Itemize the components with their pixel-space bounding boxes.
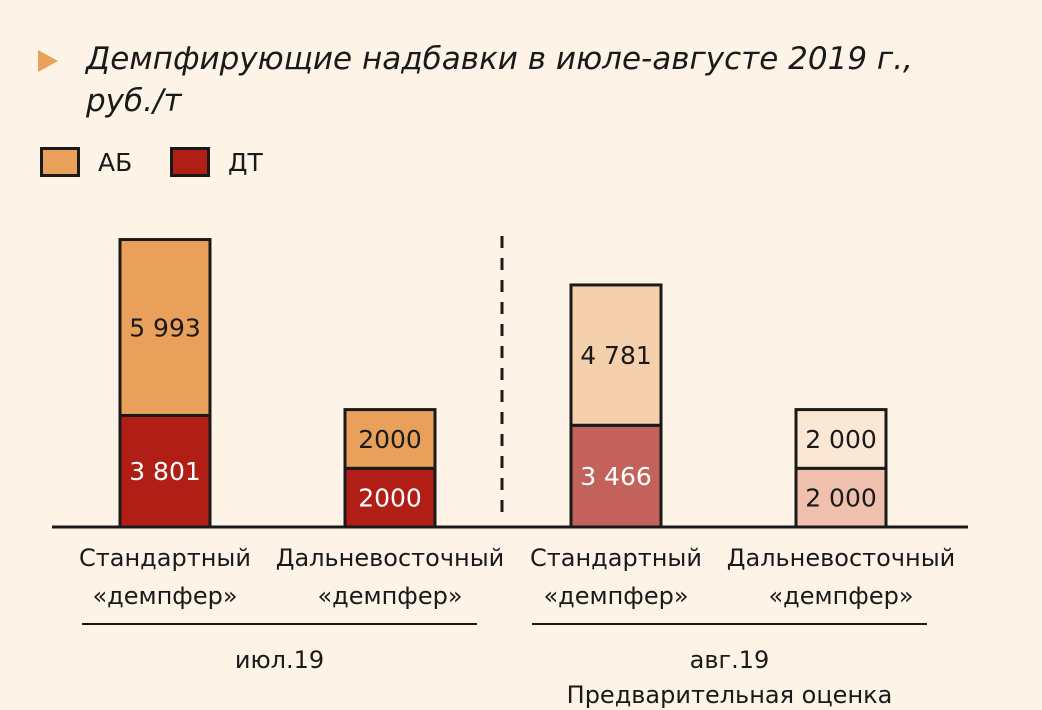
category-label-line2-0: «демпфер» <box>92 582 237 610</box>
data-label-ab-0: 5 993 <box>129 313 201 342</box>
category-label-line1-1: Дальневосточный <box>276 544 505 572</box>
category-label-line2-2: «демпфер» <box>543 582 688 610</box>
bar-segment-dt-2 <box>569 423 663 529</box>
data-label-dt-2: 3 466 <box>580 462 652 491</box>
legend-label-ab: АБ <box>98 148 133 177</box>
group-label-1: авг.19 <box>690 646 770 674</box>
category-label-line2-3: «демпфер» <box>768 582 913 610</box>
group-label-0: июл.19 <box>235 646 324 674</box>
category-label-line2-1: «демпфер» <box>317 582 462 610</box>
category-label-line1-3: Дальневосточный <box>727 544 956 572</box>
data-label-ab-3: 2 000 <box>805 425 877 454</box>
legend-swatch-dt <box>170 147 210 177</box>
data-label-ab-2: 4 781 <box>580 341 652 370</box>
bar-segment-ab-0 <box>118 238 212 417</box>
legend-label-dt: ДТ <box>228 148 263 177</box>
triangle-right-icon <box>38 50 58 72</box>
category-label-line1-0: Стандартный <box>79 544 251 572</box>
data-label-ab-1: 2000 <box>358 425 422 454</box>
data-label-dt-3: 2 000 <box>805 484 877 513</box>
data-label-dt-0: 3 801 <box>129 457 201 486</box>
bar-segment-ab-2 <box>569 283 663 427</box>
bar-segment-ab-1 <box>343 408 437 470</box>
category-label-line1-2: Стандартный <box>530 544 702 572</box>
legend-swatch-ab <box>40 147 80 177</box>
bar-segment-ab-3 <box>794 408 888 470</box>
chart-title: Демпфирующие надбавки в июле-августе 201… <box>86 41 913 119</box>
data-label-dt-1: 2000 <box>358 484 422 513</box>
group-sublabel-1: Предварительная оценка <box>567 681 893 709</box>
